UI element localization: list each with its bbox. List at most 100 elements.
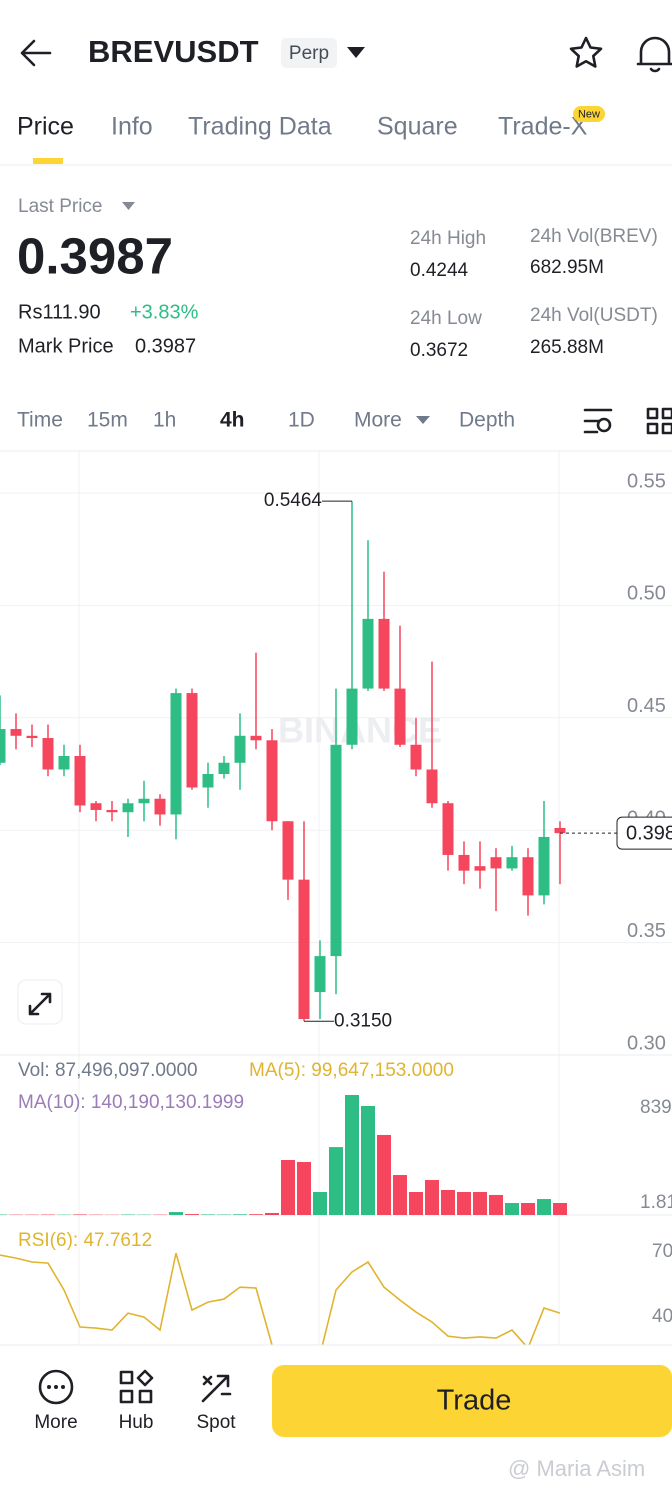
y-tick-label: 0.35 — [627, 920, 666, 942]
nav-label[interactable]: Spot — [196, 1412, 236, 1433]
candle-body — [234, 735, 246, 763]
volume-bar — [185, 1214, 199, 1215]
candle-body — [74, 756, 86, 806]
interval[interactable]: 4h — [220, 409, 245, 432]
candle-body — [266, 740, 278, 822]
expand-icon — [28, 992, 52, 1016]
volume-bar — [553, 1203, 567, 1215]
high-label: 24h High — [410, 228, 486, 249]
nav-label[interactable]: More — [34, 1412, 77, 1433]
candle-body — [490, 857, 502, 869]
dot — [54, 1385, 58, 1389]
volume-bar — [361, 1105, 375, 1215]
volume-bar — [489, 1194, 503, 1215]
hub-icon[interactable] — [119, 1369, 154, 1404]
y-tick-label: 0.30 — [627, 1032, 666, 1054]
vol-base: 682.95M — [530, 257, 604, 278]
price-tag-bg — [616, 816, 672, 850]
trade-button[interactable] — [272, 1365, 672, 1437]
tab[interactable]: Price — [17, 113, 74, 141]
volume-tick-label: 839 — [640, 1097, 672, 1118]
rsi-text: RSI(6): 47.7612 — [18, 1230, 152, 1251]
chart: 0.550.500.450.400.350.30BINANCE0.54640.3… — [0, 451, 672, 1346]
candle-body — [522, 857, 534, 896]
candle-body — [10, 729, 22, 736]
indicator-icon[interactable] — [583, 408, 613, 434]
candle-body — [394, 688, 406, 745]
indicator-icon-dot — [596, 417, 612, 433]
interval[interactable]: Time — [17, 409, 63, 432]
y-tick-label: 0.55 — [627, 470, 666, 492]
candle-body — [0, 729, 6, 763]
badge: Perp — [289, 43, 329, 64]
new-badge: New — [578, 108, 600, 120]
candle-body — [362, 618, 374, 689]
symbol-caret[interactable] — [347, 47, 365, 58]
new-badge-bg — [573, 106, 605, 122]
nav-label[interactable]: Hub — [119, 1412, 154, 1433]
bottom-bar: More Hub Spot — [34, 1412, 236, 1433]
spot-icon[interactable] — [201, 1374, 232, 1403]
candle-body — [186, 693, 198, 788]
candle-body — [554, 827, 566, 834]
candle-body — [314, 956, 326, 993]
intervals: Time 15m 1h 4h 1D More Depth — [17, 409, 515, 432]
symbol: BREVUSDT — [88, 34, 259, 69]
y-tick-label: 0.45 — [627, 695, 666, 717]
extreme-label: 0.5464 — [264, 490, 323, 511]
volume-bar — [425, 1180, 439, 1215]
candle-body — [90, 803, 102, 810]
mark-price-label: Mark Price — [18, 335, 114, 357]
candle-body — [426, 769, 438, 804]
bell-icon[interactable] — [636, 36, 672, 73]
more-icon[interactable] — [38, 1369, 74, 1405]
interval[interactable]: More — [354, 409, 402, 432]
dot — [61, 1385, 65, 1389]
tab[interactable]: Info — [111, 113, 153, 141]
candle-body — [122, 803, 134, 813]
candle-body — [202, 774, 214, 788]
candle-body — [218, 762, 230, 775]
local-price: Rs111.90 — [18, 301, 101, 323]
candle-body — [346, 688, 358, 745]
volume-bar — [473, 1192, 487, 1215]
volume-bar — [409, 1192, 423, 1215]
candle-body — [474, 866, 486, 871]
watermark: @ Maria Asim — [508, 1456, 645, 1481]
candle-body — [250, 735, 262, 741]
star-icon[interactable] — [569, 36, 603, 68]
rsi-tick-label: 70 — [652, 1241, 672, 1262]
volume-bar — [521, 1203, 535, 1215]
interval[interactable]: 1D — [288, 409, 315, 432]
candle-body — [506, 857, 518, 869]
volume-bar — [329, 1147, 343, 1215]
candle-body — [298, 879, 310, 1020]
price-tag: 0.3987 — [626, 822, 672, 844]
rsi-tick-label: 40 — [652, 1306, 672, 1327]
ma10-text: MA(10): 140,190,130.1999 — [18, 1092, 244, 1113]
interval[interactable]: 15m — [87, 409, 128, 432]
expand-button[interactable] — [17, 979, 63, 1025]
volume-bar — [265, 1212, 279, 1215]
layout-icon[interactable] — [646, 407, 672, 435]
extreme-label: 0.3150 — [334, 1010, 392, 1031]
change: +3.83% — [130, 301, 199, 323]
candle-body — [26, 735, 38, 739]
caret — [122, 202, 135, 210]
candle-body — [442, 803, 454, 855]
tab[interactable]: Square — [377, 113, 458, 141]
candle-body — [282, 821, 294, 880]
volume-bar — [169, 1212, 183, 1215]
candle-body — [106, 809, 118, 813]
chart-watermark: BINANCE — [278, 710, 442, 751]
tab[interactable]: Trading Data — [188, 113, 332, 141]
candle-body — [378, 618, 390, 689]
back-icon[interactable] — [20, 39, 52, 67]
vol-quote: 265.88M — [530, 337, 604, 358]
tab[interactable]: Trade-X — [498, 113, 588, 141]
interval[interactable]: 1h — [153, 409, 176, 432]
volume-bar — [313, 1192, 327, 1215]
interval[interactable]: Depth — [459, 409, 515, 432]
